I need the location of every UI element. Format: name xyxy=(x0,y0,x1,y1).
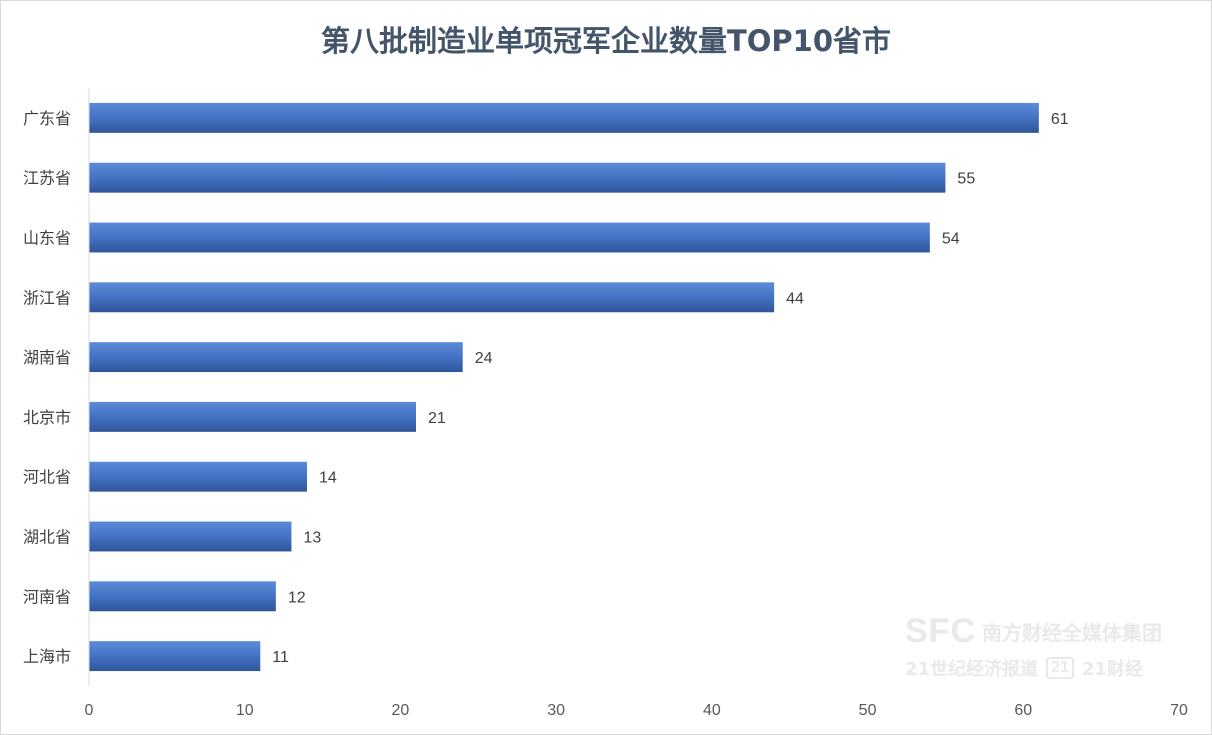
bar xyxy=(89,162,946,193)
category-label: 河南省 xyxy=(23,587,71,606)
watermark-org: 南方财经全媒体集团 xyxy=(982,621,1162,645)
x-tick-label: 0 xyxy=(85,702,94,719)
bar xyxy=(89,222,930,253)
bar xyxy=(89,401,416,432)
data-label: 61 xyxy=(1051,111,1069,128)
x-tick-label: 70 xyxy=(1170,702,1188,719)
data-label: 54 xyxy=(942,231,960,248)
bar xyxy=(89,342,463,373)
x-tick-label: 60 xyxy=(1014,702,1032,719)
category-label: 湖南省 xyxy=(23,348,71,367)
bar xyxy=(89,521,292,552)
watermark-badge: 21 xyxy=(1046,657,1074,679)
data-label: 21 xyxy=(428,410,446,427)
data-label: 44 xyxy=(786,290,804,307)
x-tick-label: 50 xyxy=(859,702,877,719)
bar xyxy=(89,282,775,313)
data-label: 12 xyxy=(288,589,306,606)
bar xyxy=(89,102,1039,133)
watermark-logo: SFC xyxy=(905,612,976,650)
data-label: 24 xyxy=(475,350,493,367)
x-tick-label: 30 xyxy=(547,702,565,719)
watermark-paper: 21世纪经济报道 xyxy=(905,659,1039,680)
category-label: 江苏省 xyxy=(23,169,71,188)
data-label: 14 xyxy=(319,470,337,487)
category-label: 上海市 xyxy=(23,647,71,666)
bar xyxy=(89,581,276,612)
x-tick-label: 20 xyxy=(392,702,410,719)
watermark: SFC 南方财经全媒体集团 21世纪经济报道 21 21财经 xyxy=(905,612,1165,692)
category-label: 山东省 xyxy=(23,229,71,248)
watermark-media: 21财经 xyxy=(1081,659,1143,680)
category-label: 北京市 xyxy=(23,408,71,427)
data-label: 13 xyxy=(303,530,321,547)
x-tick-label: 40 xyxy=(703,702,721,719)
data-label: 11 xyxy=(272,649,289,666)
category-label: 河北省 xyxy=(23,468,71,487)
data-label: 55 xyxy=(957,171,975,188)
bar xyxy=(89,461,307,492)
chart-title: 第八批制造业单项冠军企业数量TOP10省市 xyxy=(320,24,892,58)
category-label: 广东省 xyxy=(23,109,71,128)
category-label: 湖北省 xyxy=(23,528,71,547)
bar xyxy=(89,641,261,672)
category-label: 浙江省 xyxy=(23,288,71,307)
x-tick-label: 10 xyxy=(236,702,254,719)
